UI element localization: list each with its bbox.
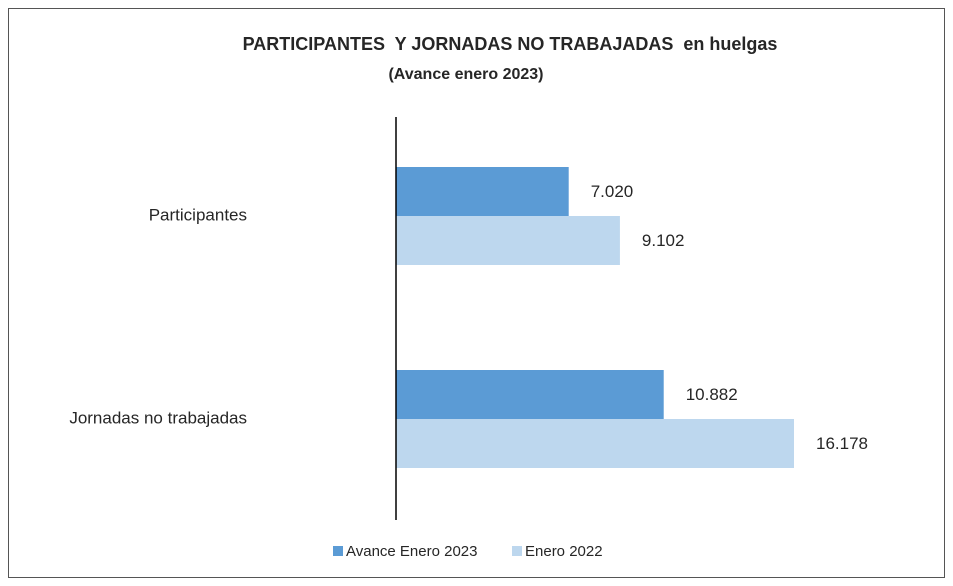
data-label: 9.102 — [642, 231, 685, 250]
category-label: Participantes — [149, 205, 247, 224]
legend-swatch — [512, 546, 522, 556]
bar — [396, 370, 664, 419]
chart-subtitle: (Avance enero 2023) — [388, 66, 543, 83]
chart-title: PARTICIPANTES Y JORNADAS NO TRABAJADAS e… — [243, 34, 778, 54]
legend-label: Enero 2022 — [525, 543, 603, 560]
bar — [396, 167, 569, 216]
category-label: Jornadas no trabajadas — [69, 408, 247, 427]
data-label: 10.882 — [686, 385, 738, 404]
chart-border — [8, 8, 945, 578]
bar — [396, 216, 620, 265]
data-label: 7.020 — [591, 182, 634, 201]
legend-label: Avance Enero 2023 — [346, 543, 478, 560]
legend-swatch — [333, 546, 343, 556]
data-label: 16.178 — [816, 434, 868, 453]
bar — [396, 419, 794, 468]
